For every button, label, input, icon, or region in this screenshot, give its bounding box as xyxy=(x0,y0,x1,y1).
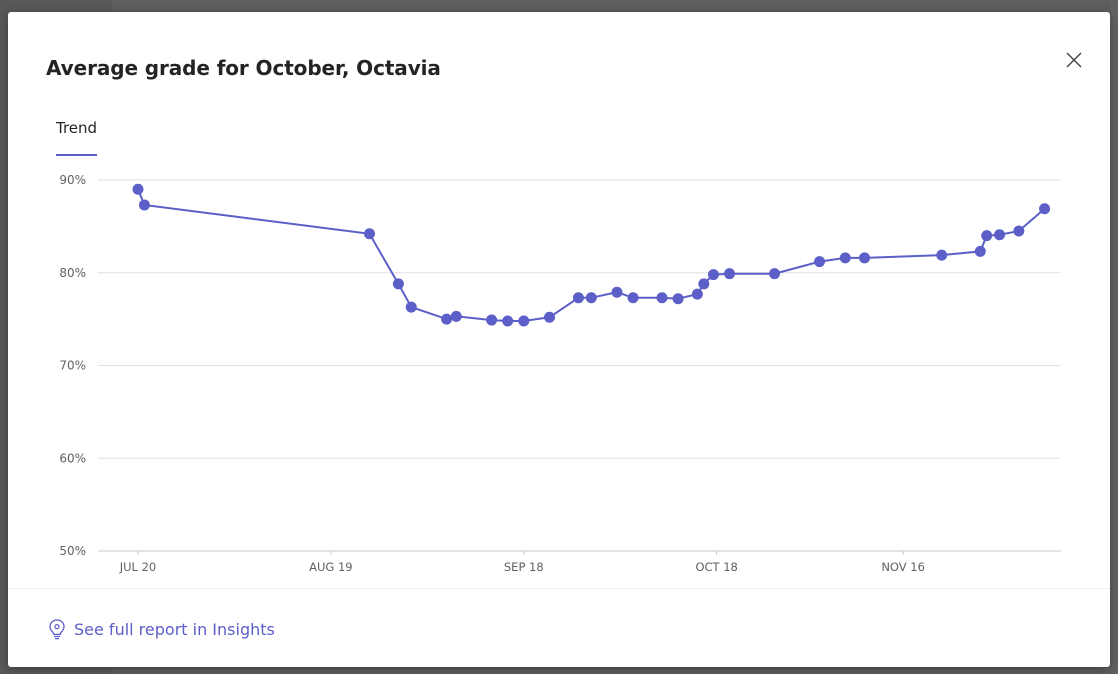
close-icon xyxy=(1066,52,1082,68)
data-point[interactable] xyxy=(691,288,703,300)
lightbulb-icon xyxy=(49,619,65,640)
tab-trend-label: Trend xyxy=(56,119,98,137)
x-tick-label: JUL 20 xyxy=(119,560,157,574)
x-tick-label: AUG 19 xyxy=(309,560,352,574)
data-point[interactable] xyxy=(1039,203,1051,215)
data-point[interactable] xyxy=(543,311,555,323)
y-tick-label: 50% xyxy=(59,544,86,558)
data-point[interactable] xyxy=(698,278,710,290)
x-tick-label: NOV 16 xyxy=(881,560,925,574)
tab-trend[interactable]: Trend xyxy=(56,119,98,156)
data-point[interactable] xyxy=(859,252,871,264)
data-point[interactable] xyxy=(572,292,584,304)
data-point[interactable] xyxy=(814,256,826,268)
data-point[interactable] xyxy=(936,249,948,261)
data-point[interactable] xyxy=(441,313,453,325)
data-point[interactable] xyxy=(502,315,514,327)
data-point[interactable] xyxy=(585,292,597,304)
data-point[interactable] xyxy=(392,278,404,290)
y-tick-label: 70% xyxy=(59,359,86,373)
data-point[interactable] xyxy=(627,292,639,304)
data-point[interactable] xyxy=(707,269,719,281)
see-full-report-label: See full report in Insights xyxy=(74,619,275,639)
see-full-report-link[interactable]: See full report in Insights xyxy=(48,618,275,640)
x-tick-label: SEP 18 xyxy=(504,560,544,574)
dialog-title: Average grade for October, Octavia xyxy=(46,56,441,80)
data-point[interactable] xyxy=(672,293,684,305)
data-point[interactable] xyxy=(132,183,144,195)
trend-chart-svg: 50% 60% 70% 80% 90% JUL 20 AUG 19 SEP 18 OCT 18… xyxy=(59,173,1061,574)
tab-selected-indicator xyxy=(56,154,98,156)
dialog-footer: See full report in Insights xyxy=(8,588,1110,668)
data-point[interactable] xyxy=(486,314,498,326)
data-point[interactable] xyxy=(839,252,851,264)
data-point[interactable] xyxy=(611,286,623,298)
average-grade-dialog: Average grade for October, Octavia Trend… xyxy=(8,12,1110,667)
data-point[interactable] xyxy=(518,315,530,327)
data-point[interactable] xyxy=(981,230,993,242)
trend-chart: 50% 60% 70% 80% 90% JUL 20 AUG 19 SEP 18 OCT 18… xyxy=(8,162,1110,592)
x-tick-label: OCT 18 xyxy=(695,560,737,574)
data-point[interactable] xyxy=(405,301,417,313)
background-app-edge xyxy=(1110,0,1118,674)
y-tick-label: 90% xyxy=(59,173,86,187)
data-point[interactable] xyxy=(138,199,150,211)
data-point[interactable] xyxy=(656,292,668,304)
data-point[interactable] xyxy=(994,229,1006,241)
close-button[interactable] xyxy=(1062,48,1086,72)
data-point[interactable] xyxy=(363,228,375,240)
data-point[interactable] xyxy=(974,245,986,257)
data-point[interactable] xyxy=(1013,225,1025,237)
data-point[interactable] xyxy=(450,310,462,322)
data-point[interactable] xyxy=(724,268,736,280)
y-tick-label: 80% xyxy=(59,266,86,280)
data-point[interactable] xyxy=(769,268,781,280)
y-tick-label: 60% xyxy=(59,451,86,465)
